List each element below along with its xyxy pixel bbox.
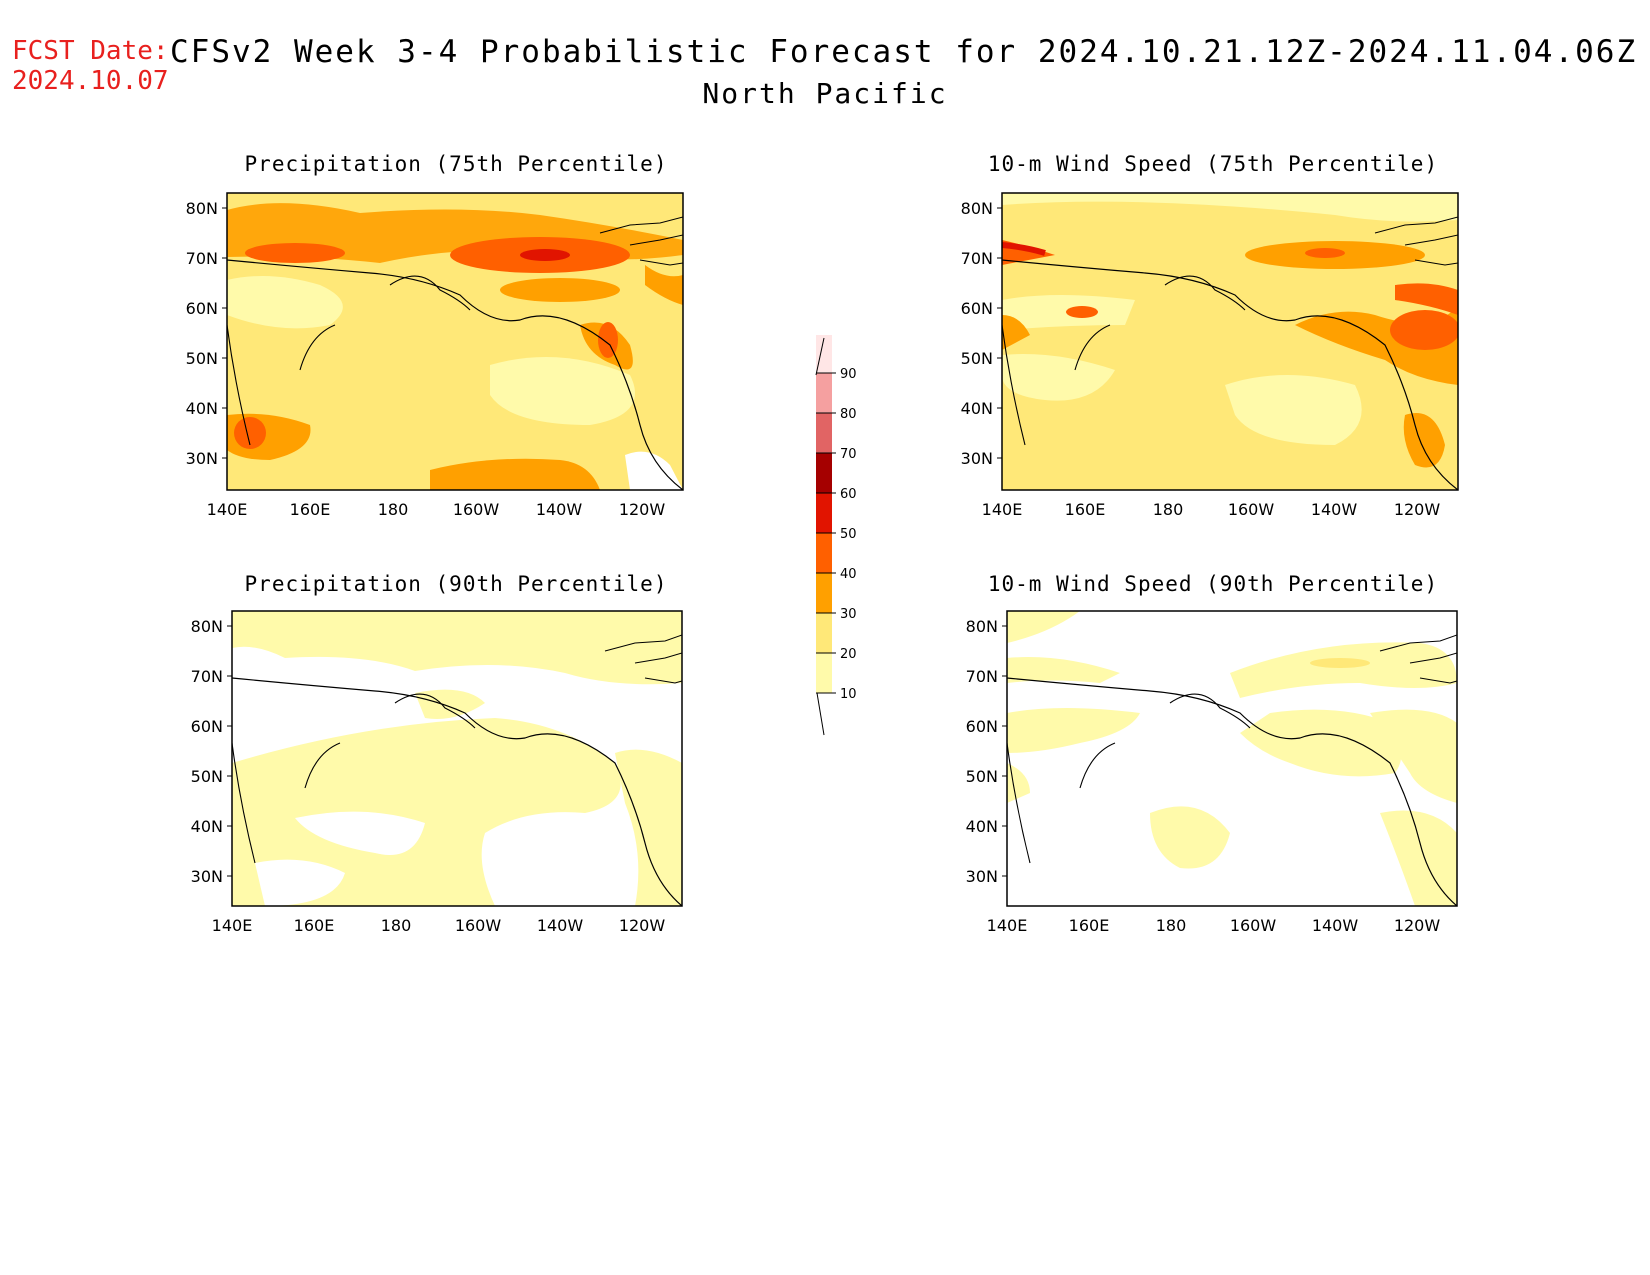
lon-tick: 140W — [537, 916, 584, 935]
lat-tick: 60N — [966, 717, 998, 736]
lat-tick: 30N — [186, 449, 218, 468]
lat-tick: 80N — [186, 199, 218, 218]
lat-tick: 60N — [961, 299, 993, 318]
lon-tick: 120W — [1394, 500, 1441, 519]
lat-tick: 40N — [191, 817, 223, 836]
map-wind-90: 80N 70N 60N 50N 40N 30N 140E 160E 180 16… — [966, 610, 1458, 935]
lat-tick: 70N — [966, 667, 998, 686]
lon-tick: 120W — [619, 916, 666, 935]
lon-tick: 120W — [619, 500, 666, 519]
lat-tick: 60N — [186, 299, 218, 318]
colorbar-label: 80 — [840, 407, 857, 422]
map-precip-90: 80N 70N 60N 50N 40N 30N 140E 160E 180 16… — [191, 610, 683, 935]
colorbar-label: 30 — [840, 607, 857, 622]
lat-tick: 50N — [961, 349, 993, 368]
lon-tick: 140W — [1311, 500, 1358, 519]
lat-tick: 70N — [186, 249, 218, 268]
lon-tick: 180 — [1156, 916, 1187, 935]
colorbar-label: 40 — [840, 567, 857, 582]
colorbar-box — [816, 493, 832, 533]
lat-tick: 50N — [191, 767, 223, 786]
colorbar-label: 50 — [840, 527, 857, 542]
colorbar-label: 70 — [840, 447, 857, 462]
colorbar-box — [816, 335, 832, 373]
lat-tick: 50N — [966, 767, 998, 786]
lat-axis: 80N 70N 60N 50N 40N 30N — [186, 199, 227, 468]
colorbar-box — [816, 573, 832, 613]
colorbar-box — [816, 413, 832, 453]
lon-tick: 160W — [453, 500, 500, 519]
lon-tick: 160E — [290, 500, 331, 519]
colorbar: 10 20 30 40 50 60 70 80 90 — [815, 335, 857, 736]
region-subtitle: North Pacific — [702, 77, 948, 110]
fcst-date-value: 2024.10.07 — [12, 66, 169, 96]
panel-title-wind-90: 10-m Wind Speed (90th Percentile) — [987, 572, 1439, 596]
colorbar-box — [816, 653, 832, 693]
lon-tick: 140E — [987, 916, 1028, 935]
map-precip-75: 80N 70N 60N 50N 40N 30N 140E 160E 180 16… — [186, 192, 684, 519]
colorbar-label: 20 — [840, 647, 857, 662]
lat-tick: 40N — [966, 817, 998, 836]
lat-tick: 80N — [966, 617, 998, 636]
lon-tick: 160W — [455, 916, 502, 935]
lat-tick: 40N — [186, 399, 218, 418]
colorbar-boxes — [816, 335, 832, 693]
lon-tick: 160E — [294, 916, 335, 935]
lon-tick: 140W — [1312, 916, 1359, 935]
map-wind-75: 80N 70N 60N 50N 40N 30N 140E 160E 180 16… — [961, 192, 1459, 519]
lon-tick: 120W — [1394, 916, 1441, 935]
lon-tick: 160E — [1069, 916, 1110, 935]
lat-tick: 70N — [961, 249, 993, 268]
panel-title-precip-90: Precipitation (90th Percentile) — [244, 572, 668, 596]
lon-tick: 160E — [1065, 500, 1106, 519]
lon-tick: 180 — [381, 916, 412, 935]
lon-axis: 140E 160E 180 160W 140W 120W — [207, 500, 666, 519]
fcst-date-label: FCST Date: — [12, 36, 169, 66]
lat-tick: 80N — [961, 199, 993, 218]
panel-title-precip-75: Precipitation (75th Percentile) — [244, 152, 668, 176]
lon-tick: 180 — [1153, 500, 1184, 519]
colorbar-labels: 10 20 30 40 50 60 70 80 90 — [816, 367, 857, 702]
colorbar-label: 90 — [840, 367, 857, 382]
fcst-date: FCST Date: 2024.10.07 — [12, 36, 169, 96]
lon-tick: 140W — [536, 500, 583, 519]
lat-tick: 60N — [191, 717, 223, 736]
lat-tick: 50N — [186, 349, 218, 368]
colorbar-box — [816, 453, 832, 493]
lat-tick: 30N — [961, 449, 993, 468]
lon-tick: 160W — [1228, 500, 1275, 519]
lon-tick: 160W — [1230, 916, 1277, 935]
lon-tick: 180 — [378, 500, 409, 519]
lat-tick: 40N — [961, 399, 993, 418]
colorbar-label: 10 — [840, 687, 857, 702]
lon-tick: 140E — [982, 500, 1023, 519]
page-title: CFSv2 Week 3-4 Probabilistic Forecast fo… — [170, 34, 1638, 70]
colorbar-label: 60 — [840, 487, 857, 502]
lon-tick: 140E — [212, 916, 253, 935]
lat-tick: 30N — [966, 867, 998, 886]
lon-tick: 140E — [207, 500, 248, 519]
lat-tick: 80N — [191, 617, 223, 636]
lat-tick: 70N — [191, 667, 223, 686]
panel-title-wind-75: 10-m Wind Speed (75th Percentile) — [987, 152, 1439, 176]
lat-tick: 30N — [191, 867, 223, 886]
colorbar-box — [816, 613, 832, 653]
colorbar-box — [816, 533, 832, 573]
colorbar-box — [816, 373, 832, 413]
